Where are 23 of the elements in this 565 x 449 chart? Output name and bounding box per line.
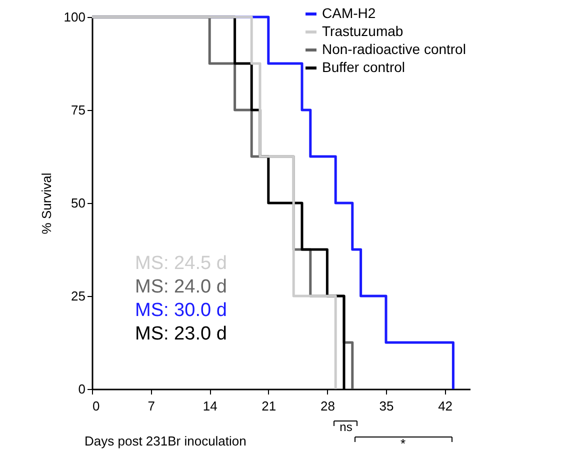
y-tick-label: 50: [71, 196, 86, 210]
y-tick-label: 25: [71, 288, 86, 304]
y-axis-title: % Survival: [38, 172, 54, 234]
text: *: [400, 436, 406, 449]
x-tick-label: 42: [438, 398, 453, 414]
x-tick-label: 28: [320, 398, 335, 414]
x-tick-label: 14: [202, 398, 218, 414]
annotation: MS: 30.0 d: [135, 300, 227, 321]
legend-label: CAM-H2: [322, 5, 376, 21]
legend-label: Buffer control: [322, 59, 406, 75]
y-tick-label: 100: [64, 10, 86, 24]
x-tick-label: 35: [379, 398, 394, 414]
x-tick-label: 7: [148, 398, 155, 414]
legend-label: Trastuzumab: [322, 23, 404, 39]
annotation: MS: 23.0 d: [135, 324, 227, 344]
annotation: MS: 24.0 d: [135, 276, 227, 298]
x-axis-title: Days post 231Br inoculation: [84, 434, 246, 448]
text: ns: [340, 420, 352, 434]
y-tick-label: 0: [78, 382, 86, 396]
x-tick-label: 21: [262, 398, 276, 414]
x-tick-label: 0: [92, 398, 100, 414]
y-tick-label: 75: [71, 102, 86, 118]
legend-label: Non-radioactive control: [322, 41, 466, 57]
